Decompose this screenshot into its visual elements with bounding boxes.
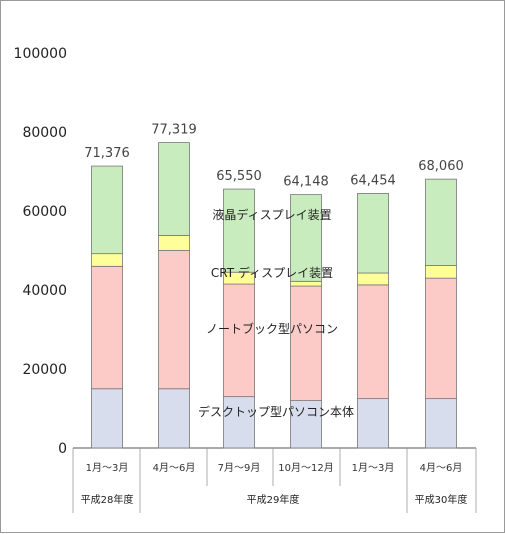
bar-segment [91,388,123,449]
x-category-label: 4月～6月 [153,462,196,474]
bar-segment [158,250,190,390]
x-group-label: 平成30年度 [415,493,468,506]
bar-segment [91,253,123,267]
x-category-label: 1月～3月 [352,462,395,474]
bar-segment [91,165,123,255]
y-tick-label: 40000 [22,283,67,299]
bar-segment [425,265,457,279]
bar-segment [357,193,389,274]
series-label: デスクトップ型パソコン本体 [198,404,354,419]
x-category-label: 10月～12月 [278,462,333,474]
bar-segment [425,277,457,400]
bar-segment [290,400,322,449]
bar-segment [158,388,190,449]
x-group-label: 平成29年度 [247,493,300,506]
bar-segment [357,272,389,286]
bar-total-label: 64,148 [283,175,329,190]
series-label: 液晶ディスプレイ装置 [212,207,331,222]
bar-segment [357,398,389,449]
bar-segment [91,265,123,390]
bar-total-label: 64,454 [350,173,396,188]
bar-segment [357,284,389,400]
y-tick-label: 20000 [22,362,67,378]
bar-segment [425,398,457,449]
x-category-label: 1月～3月 [86,462,129,474]
bar-segment [158,235,190,251]
y-tick-label: 100000 [14,46,67,62]
bar-segment [223,396,255,449]
y-tick-label: 0 [58,441,67,457]
bar-total-label: 71,376 [84,146,130,161]
x-category-label: 4月～6月 [420,462,463,474]
bar-segment [290,280,322,287]
bar-segment [158,142,190,236]
series-label: ノートブック型パソコン [206,321,338,336]
bar-segment [223,283,255,398]
y-tick-label: 80000 [22,125,67,141]
bar-total-label: 77,319 [151,123,197,138]
y-tick-label: 60000 [22,204,67,220]
series-label: CRT ディスプレイ装置 [211,265,333,280]
bar-segment [223,188,255,273]
bar-segment [425,178,457,266]
bar-total-label: 65,550 [216,169,262,184]
bar-total-label: 68,060 [418,159,464,174]
bar-segment [290,194,322,282]
x-category-label: 7月～9月 [218,462,261,474]
bar-segment [290,285,322,401]
x-group-label: 平成28年度 [81,493,134,506]
